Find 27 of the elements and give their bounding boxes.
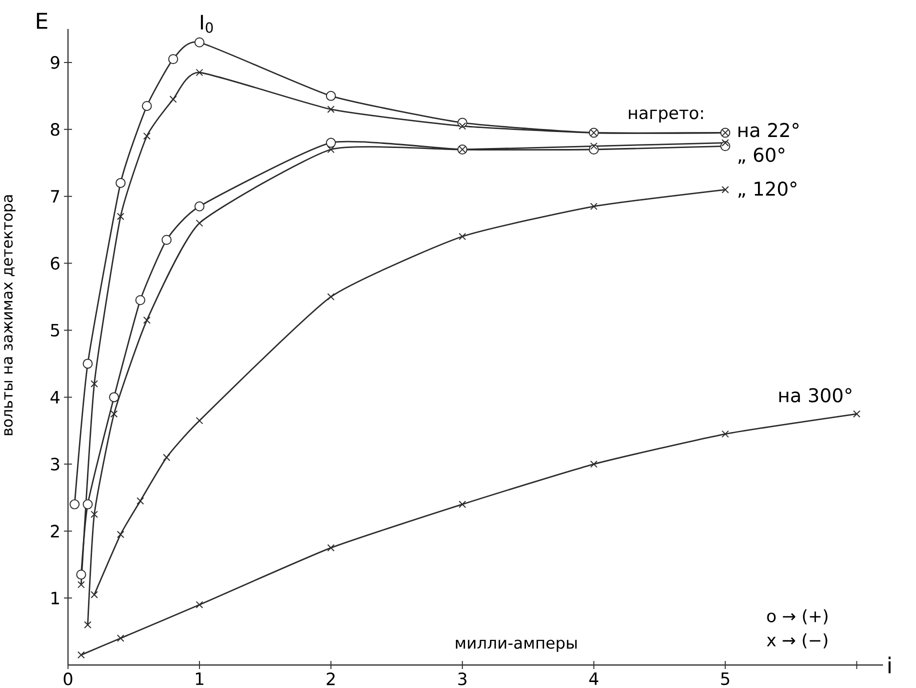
x-tick-label: 4 <box>589 672 598 685</box>
series-label: „ 120° <box>738 182 796 198</box>
annotation: o → (+) <box>767 609 828 624</box>
y-tick-label: 4 <box>50 391 60 404</box>
x-tick-label: 0 <box>64 672 72 686</box>
annotation: нагрето: <box>628 110 703 123</box>
y-tick-label: 9 <box>50 56 60 69</box>
x-tick-label: 3 <box>458 672 466 686</box>
y-tick-label: 3 <box>51 458 60 471</box>
y-tick-label: 2 <box>50 524 59 538</box>
text: i <box>888 656 891 674</box>
x-axis-title: милли-амперы <box>456 640 577 652</box>
x-tick-label: 2 <box>326 672 335 686</box>
y-tick-label: 6 <box>50 256 60 270</box>
series-label: на 300° <box>779 388 852 402</box>
y-tick-label: 8 <box>50 122 60 136</box>
y-axis-title: вольты на зажимах детектора <box>4 195 16 436</box>
series-label: на 22° <box>738 122 799 138</box>
series-label: „ 60° <box>738 148 784 164</box>
y-tick-label: 7 <box>51 190 60 203</box>
y-tick-label: 1 <box>52 592 59 604</box>
annotation: x → (−) <box>766 633 828 648</box>
x-tick-label: 5 <box>721 672 730 686</box>
y-tick-label: 5 <box>51 324 60 337</box>
x-tick-label: 1 <box>196 672 204 685</box>
annotation: I$_{0}$ <box>200 14 213 33</box>
text: E <box>36 12 48 29</box>
